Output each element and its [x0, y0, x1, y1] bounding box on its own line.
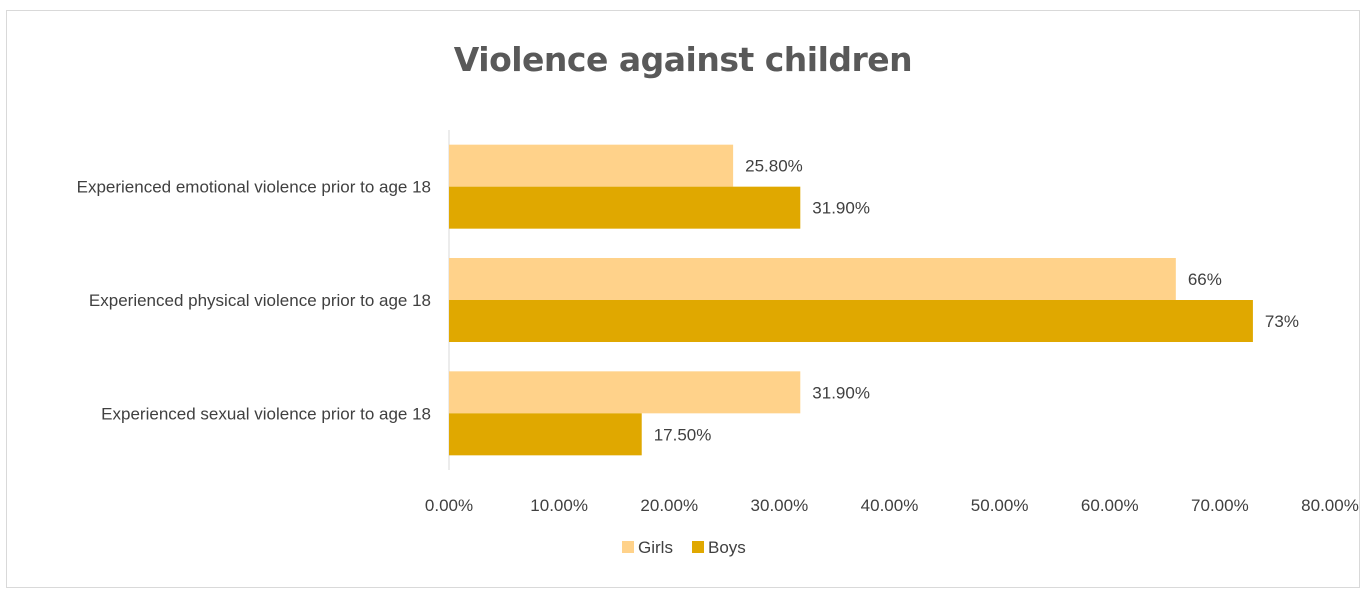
- data-label: 31.90%: [812, 199, 870, 218]
- category-label: Experienced sexual violence prior to age…: [101, 404, 431, 423]
- x-tick-label: 40.00%: [861, 496, 919, 515]
- x-tick-label: 20.00%: [640, 496, 698, 515]
- bar-girls: [449, 371, 801, 414]
- data-label: 25.80%: [745, 157, 803, 176]
- x-tick-label: 30.00%: [751, 496, 809, 515]
- bar-boys: [449, 413, 642, 456]
- x-tick-label: 70.00%: [1191, 496, 1249, 515]
- data-label: 17.50%: [654, 425, 712, 444]
- bar-girls: [449, 258, 1176, 300]
- x-tick-label: 80.00%: [1301, 496, 1359, 515]
- legend-swatch-girls: [622, 541, 634, 553]
- legend-swatch-boys: [692, 541, 704, 553]
- bar-boys: [449, 186, 801, 229]
- chart-title: Violence against children: [453, 40, 913, 79]
- x-tick-label: 10.00%: [530, 496, 588, 515]
- legend-label: Boys: [708, 538, 746, 557]
- x-tick-label: 0.00%: [425, 496, 473, 515]
- data-label: 66%: [1188, 270, 1222, 289]
- category-label: Experienced physical violence prior to a…: [89, 291, 431, 310]
- bar-boys: [449, 300, 1253, 342]
- legend-label: Girls: [638, 538, 673, 557]
- x-tick-label: 60.00%: [1081, 496, 1139, 515]
- category-label: Experienced emotional violence prior to …: [77, 178, 431, 197]
- x-tick-label: 50.00%: [971, 496, 1029, 515]
- data-label: 73%: [1265, 312, 1299, 331]
- data-label: 31.90%: [812, 383, 870, 402]
- bar-girls: [449, 144, 734, 187]
